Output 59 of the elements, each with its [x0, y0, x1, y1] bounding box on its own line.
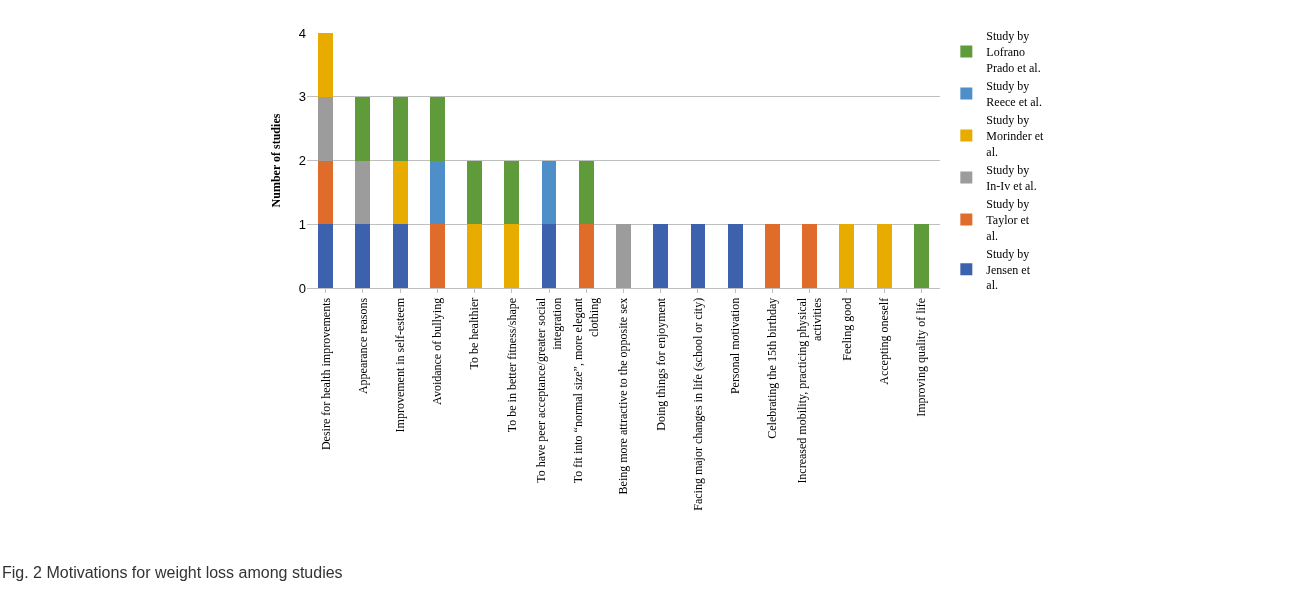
bar: [429, 96, 445, 161]
bar: [578, 160, 594, 225]
legend-label: Study by In-Iv et al.: [986, 163, 1037, 193]
bar: [653, 224, 669, 288]
x-tick-label: To be in better fitness/shape: [504, 297, 519, 433]
bar: [913, 224, 929, 288]
bar: [318, 160, 334, 225]
bar: [355, 96, 371, 161]
bar: [876, 224, 892, 288]
y-tick-label: 1: [298, 216, 306, 232]
bar: [429, 224, 445, 288]
bar: [541, 160, 557, 225]
y-tick-label: 3: [298, 89, 306, 105]
x-tick-label: Desire for health improvements: [318, 297, 333, 451]
bar: [392, 160, 408, 225]
caption: Fig. 2 Motivations for weight loss among studies: [2, 564, 343, 581]
x-tick-label: Being more attractive to the opposite sex: [616, 297, 631, 495]
legend-label: Study by Lofrano Prado et al.: [986, 29, 1041, 75]
bar: [616, 224, 631, 288]
bar: [802, 224, 818, 288]
bar: [467, 224, 483, 288]
x-tick-label: Personal motivation: [728, 297, 743, 395]
x-tick-label: Improvement in self-esteem: [392, 297, 407, 433]
legend-label: Study by Jensen et al.: [986, 247, 1031, 293]
y-tick-label: 2: [298, 153, 306, 169]
x-tick-label: Feeling good: [839, 297, 854, 361]
legend-label: Study by Morinder et al.: [986, 113, 1044, 159]
bar: [392, 96, 408, 161]
y-tick-label: 0: [298, 280, 306, 296]
bar: [355, 160, 371, 225]
x-tick-label: Accepting oneself: [877, 297, 892, 385]
x-tick-label: Avoidance of bullying: [430, 297, 445, 405]
bar: [504, 224, 520, 288]
legend-label: Study by Reece et al.: [986, 79, 1042, 109]
bar: [467, 160, 483, 225]
x-tick-label: Appearance reasons: [355, 297, 370, 395]
bar: [541, 224, 557, 288]
bar: [429, 160, 445, 225]
bar: [318, 96, 334, 161]
bar: [578, 224, 594, 288]
x-tick-label: Improving quality of life: [914, 297, 929, 417]
x-tick-label: Increased mobility, practicing physical activities: [794, 297, 825, 484]
bar: [764, 224, 780, 288]
x-tick-label: Celebrating the 15th birthday: [765, 297, 780, 439]
y-tick-label: 4: [298, 25, 306, 41]
bar: [504, 160, 520, 225]
x-tick-label: To have peer acceptance/greater social integration: [534, 297, 564, 483]
bar: [839, 224, 855, 288]
legend-label: Study by Taylor et al.: [986, 197, 1030, 243]
bar: [318, 33, 334, 97]
bar: [727, 224, 743, 288]
bar: [392, 224, 408, 288]
bar: [318, 224, 334, 288]
x-tick-label: Doing things for enjoyment: [653, 297, 668, 431]
bar: [690, 224, 706, 288]
x-tick-label: To be healthier: [467, 297, 482, 370]
y-axis-title: Number of studies: [269, 113, 284, 208]
bar: [355, 224, 371, 288]
x-tick-label: Facing major changes in life (school or city): [690, 297, 705, 511]
